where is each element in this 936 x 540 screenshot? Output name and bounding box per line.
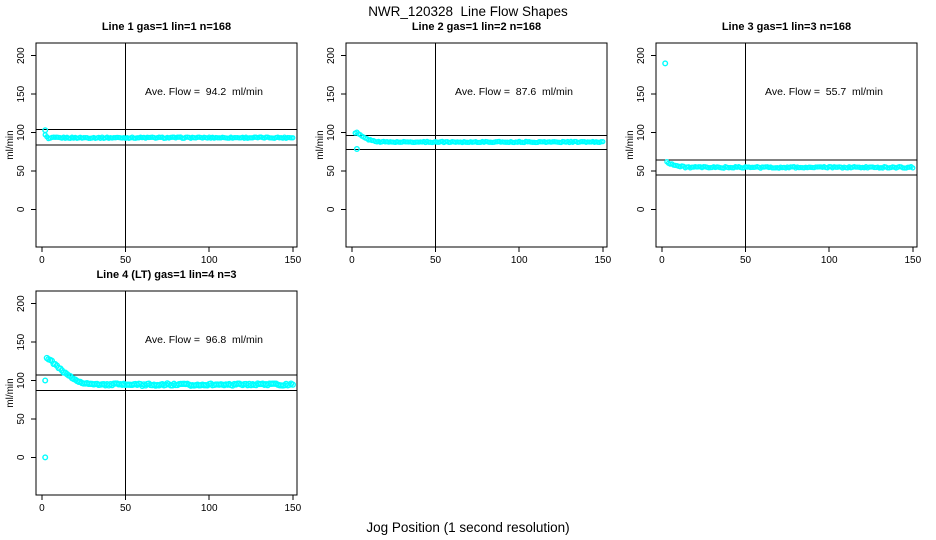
plot-frame bbox=[655, 42, 918, 248]
subplot-1: 0 50 100 150 0 50 100 150 200 bbox=[16, 42, 302, 266]
y-tick-label: 200 bbox=[16, 47, 27, 64]
data-points bbox=[352, 129, 606, 152]
x-tick-label: 50 bbox=[120, 255, 132, 266]
outlier-point bbox=[42, 454, 49, 461]
data-points bbox=[42, 354, 296, 461]
y-tick-label: 50 bbox=[326, 165, 337, 177]
subplot1-ave-flow-annotation: Ave. Flow = 94.2 ml/min bbox=[145, 86, 263, 98]
x-tick-label: 100 bbox=[821, 255, 838, 266]
subplot2-ave-flow-annotation: Ave. Flow = 87.6 ml/min bbox=[455, 86, 573, 98]
subplot-2: 0 50 100 150 0 50 100 150 200 bbox=[326, 42, 612, 266]
x-tick-label: 150 bbox=[284, 255, 301, 266]
subplot-3: 0 50 100 150 0 50 100 150 200 bbox=[636, 42, 922, 266]
plot-frame bbox=[345, 42, 608, 248]
x-tick-label: 150 bbox=[284, 503, 301, 514]
data-point bbox=[289, 381, 296, 388]
outlier-point bbox=[353, 145, 360, 152]
plot-frame bbox=[35, 290, 298, 496]
outlier-point bbox=[42, 377, 49, 384]
y-tick-label: 100 bbox=[16, 372, 27, 389]
subplot1-ylabel: ml/min bbox=[5, 130, 16, 160]
y-tick-label: 0 bbox=[16, 454, 27, 460]
y-tick-label: 50 bbox=[636, 165, 647, 177]
y-tick-label: 100 bbox=[326, 124, 337, 141]
x-tick-label: 50 bbox=[740, 255, 752, 266]
y-tick-label: 100 bbox=[16, 124, 27, 141]
y-tick-label: 0 bbox=[326, 206, 337, 212]
subplot4-title: Line 4 (LT) gas=1 lin=4 n=3 bbox=[96, 269, 237, 281]
figure-xlabel: Jog Position (1 second resolution) bbox=[366, 520, 570, 535]
x-tick-label: 0 bbox=[349, 255, 355, 266]
outlier-point bbox=[662, 60, 669, 67]
subplot4-ave-flow-annotation: Ave. Flow = 96.8 ml/min bbox=[145, 334, 263, 346]
x-tick-label: 0 bbox=[659, 255, 665, 266]
y-tick-label: 200 bbox=[636, 47, 647, 64]
y-tick-label: 150 bbox=[636, 85, 647, 102]
x-tick-label: 100 bbox=[201, 255, 218, 266]
data-point bbox=[600, 138, 606, 145]
x-tick-label: 0 bbox=[39, 255, 45, 266]
y-tick-label: 50 bbox=[16, 413, 27, 425]
y-tick-label: 200 bbox=[16, 295, 27, 312]
subplot-4: 0 50 100 150 0 50 100 150 200 bbox=[16, 290, 302, 514]
x-tick-label: 150 bbox=[594, 255, 611, 266]
data-point bbox=[48, 357, 56, 364]
y-tick-label: 150 bbox=[16, 333, 27, 350]
y-tick-label: 0 bbox=[636, 206, 647, 212]
subplot3-title: Line 3 gas=1 lin=3 n=168 bbox=[721, 21, 852, 33]
x-tick-label: 150 bbox=[904, 255, 921, 266]
plot-frame bbox=[35, 42, 298, 248]
data-points bbox=[42, 127, 296, 142]
outlier-point bbox=[42, 127, 49, 134]
subplot3-ylabel: ml/min bbox=[625, 130, 636, 160]
x-tick-label: 50 bbox=[430, 255, 442, 266]
data-point bbox=[290, 135, 296, 141]
y-tick-label: 50 bbox=[16, 165, 27, 177]
figure-title: NWR_120328 Line Flow Shapes bbox=[368, 4, 568, 19]
y-tick-label: 150 bbox=[16, 85, 27, 102]
x-tick-label: 100 bbox=[201, 503, 218, 514]
data-points bbox=[662, 60, 916, 171]
x-tick-label: 50 bbox=[120, 503, 132, 514]
y-tick-label: 200 bbox=[326, 47, 337, 64]
y-tick-label: 150 bbox=[326, 85, 337, 102]
x-tick-label: 0 bbox=[39, 503, 45, 514]
x-tick-label: 100 bbox=[511, 255, 528, 266]
y-tick-label: 100 bbox=[636, 124, 647, 141]
subplot2-title: Line 2 gas=1 lin=2 n=168 bbox=[411, 21, 542, 33]
subplot3-ave-flow-annotation: Ave. Flow = 55.7 ml/min bbox=[765, 86, 883, 98]
data-point bbox=[910, 165, 916, 171]
subplot1-title: Line 1 gas=1 lin=1 n=168 bbox=[101, 21, 232, 33]
y-tick-label: 0 bbox=[16, 206, 27, 212]
subplot4-ylabel: ml/min bbox=[5, 378, 16, 408]
subplot2-ylabel: ml/min bbox=[315, 130, 326, 160]
